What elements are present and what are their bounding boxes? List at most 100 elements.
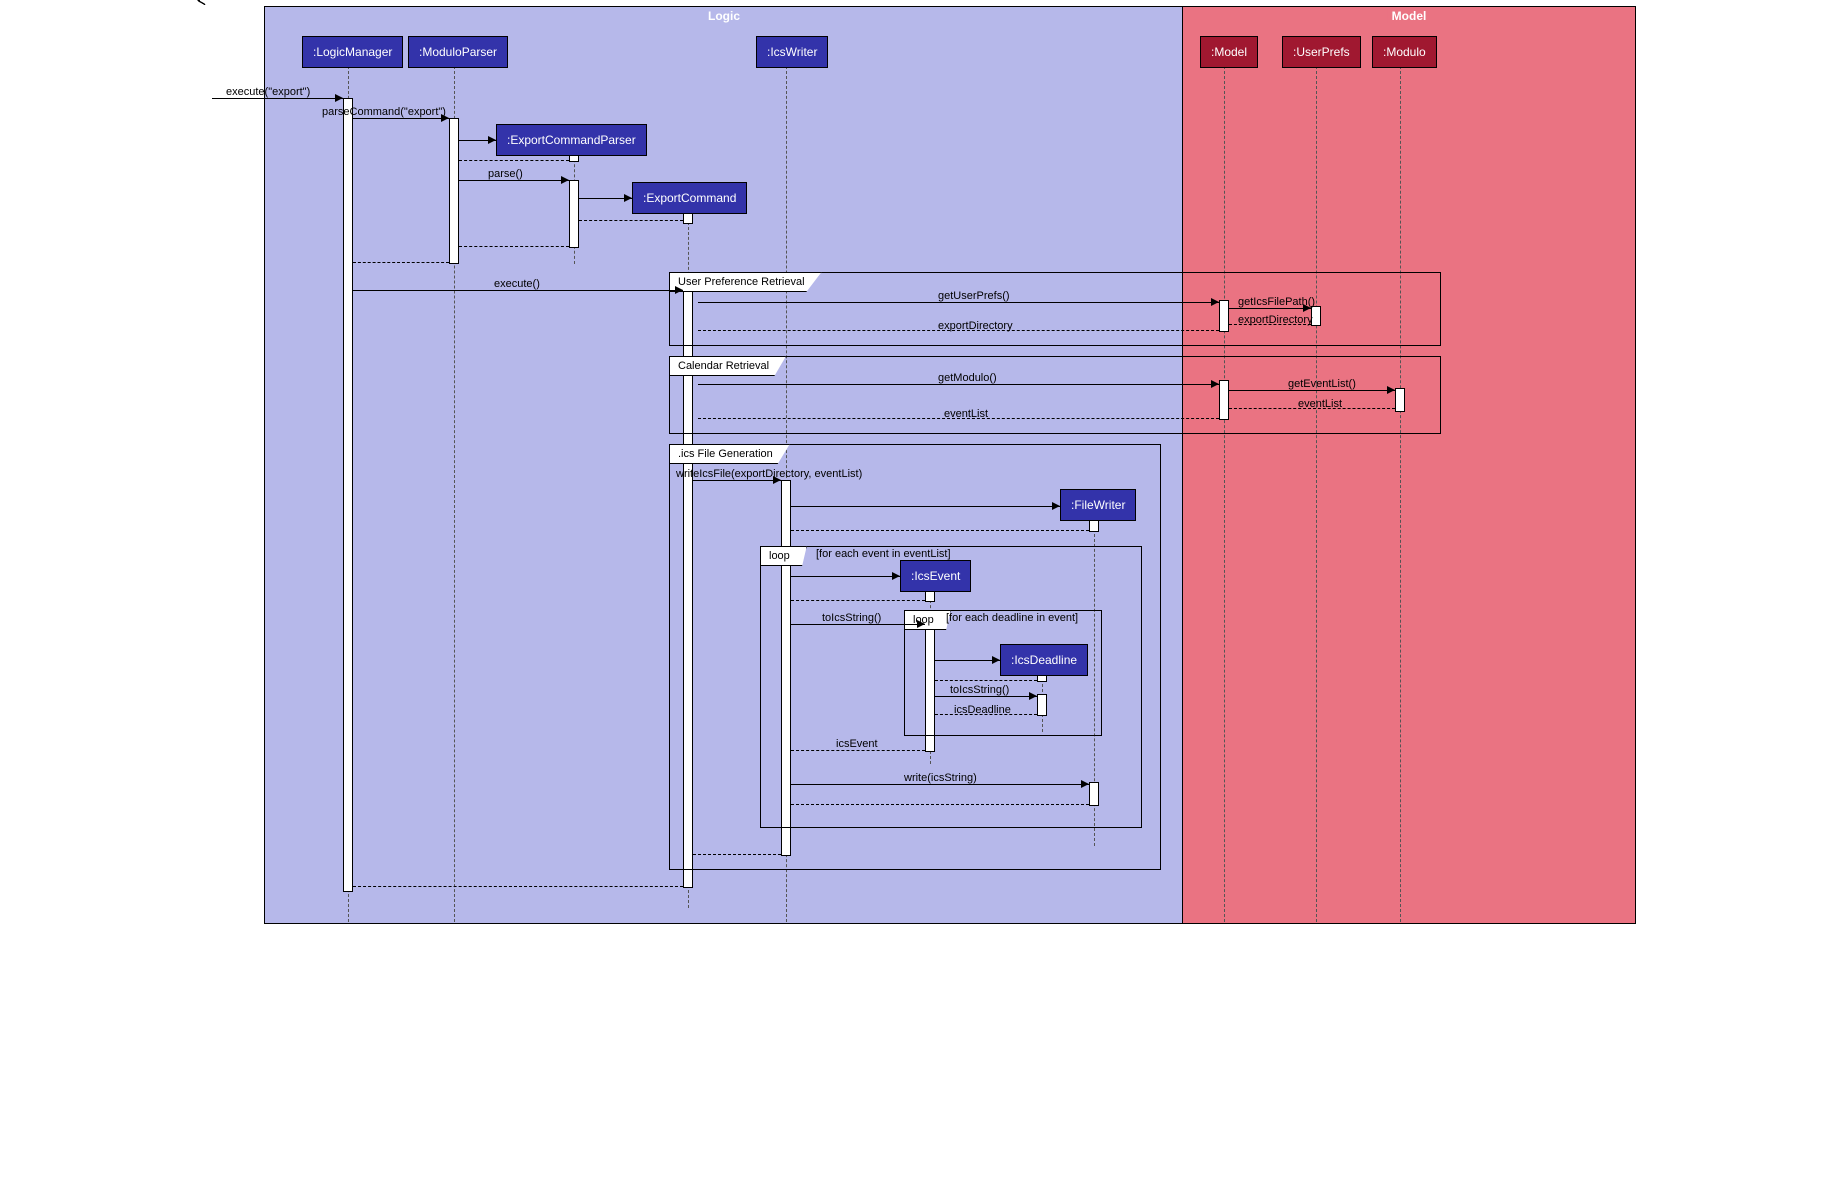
msg-ret-write — [791, 804, 1089, 805]
msg-ret-filewriter — [791, 530, 1089, 531]
frame-label-calendar-retrieval: Calendar Retrieval — [669, 356, 786, 376]
arrowhead-ret-execute — [198, 120, 206, 128]
msg-label-execute: execute() — [494, 278, 540, 290]
msg-new-icsevent — [791, 576, 900, 577]
msg-execute — [353, 290, 683, 291]
arrowhead-ret-write — [198, 104, 206, 112]
msg-execute-export — [212, 98, 343, 99]
region-model: Model — [1182, 6, 1636, 924]
participant-exportcommand: :ExportCommand — [632, 182, 747, 214]
msg-getmodulo — [698, 384, 1219, 385]
msg-ret-ec — [579, 220, 683, 221]
participant-userprefs: :UserPrefs — [1282, 36, 1361, 68]
lifeline-modulo — [1400, 66, 1401, 922]
msg-label-parse: parse() — [488, 168, 523, 180]
arrowhead-new-ecp — [488, 136, 496, 144]
msg-label-writeicsfile: writeIcsFile(exportDirectory, eventList) — [676, 468, 862, 480]
msg-ret-icsdeadline — [935, 680, 1037, 681]
msg-ret-parsecommand — [353, 262, 449, 263]
msg-ret-ecp — [459, 160, 569, 161]
msg-getuserprefs — [698, 302, 1219, 303]
msg-new-icsdeadline — [935, 660, 1000, 661]
msg-label-geteventlist: getEventList() — [1288, 378, 1356, 390]
activation-ecp-act2 — [569, 180, 579, 248]
sequence-diagram: Logic Model User Preference Retrieval Calen… — [198, 0, 1650, 931]
msg-ret-icsev — [791, 750, 925, 751]
arrowhead-ret-ec — [198, 8, 206, 16]
lifeline-userprefs — [1316, 66, 1317, 922]
arrowhead-ret-icsdeadline — [198, 80, 206, 88]
participant-icsdeadline: :IcsDeadline — [1000, 644, 1088, 676]
arrowhead-ret-writeics — [198, 112, 206, 120]
msg-label-ret-exportdir2: exportDirectory — [938, 320, 1013, 332]
msg-toicsstring1 — [791, 624, 925, 625]
msg-writeicsfile — [693, 480, 781, 481]
arrowhead-getmodulo — [1211, 380, 1219, 388]
msg-toicsstring2 — [935, 696, 1037, 697]
msg-label-parsecommand: parseCommand("export") — [322, 106, 446, 118]
arrowhead-ret-icsevent — [198, 72, 206, 80]
msg-parse — [459, 180, 569, 181]
arrowhead-ret-filewriter — [198, 64, 206, 72]
participant-model: :Model — [1200, 36, 1258, 68]
msg-label-ret-eventlist2: eventList — [944, 408, 988, 420]
arrowhead-parse — [561, 176, 569, 184]
frame-label-loop-deadlines: loop — [904, 610, 951, 630]
arrowhead-geteventlist — [1387, 386, 1395, 394]
arrowhead-new-filewriter — [1052, 502, 1060, 510]
msg-ret-writeics — [693, 854, 781, 855]
msg-write — [791, 784, 1089, 785]
msg-label-getuserprefs: getUserPrefs() — [938, 290, 1010, 302]
msg-new-filewriter — [791, 506, 1060, 507]
arrowhead-ret-parse — [198, 16, 206, 24]
frame-label-user-pref-retrieval: User Preference Retrieval — [669, 272, 822, 292]
msg-label-ret-eventlist1: eventList — [1298, 398, 1342, 410]
frame-label-ics-file-generation: .ics File Generation — [669, 444, 790, 464]
msg-label-ret-icsdl: icsDeadline — [954, 704, 1011, 716]
arrowhead-toicsstring1 — [917, 620, 925, 628]
msg-geteventlist — [1229, 390, 1395, 391]
arrowhead-getuserprefs — [1211, 298, 1219, 306]
frame-label-loop-events: loop — [760, 546, 807, 566]
participant-logicmanager: :LogicManager — [302, 36, 403, 68]
msg-label-execute-export: execute("export") — [226, 86, 310, 98]
msg-label-toicsstring1: toIcsString() — [822, 612, 881, 624]
region-title-model: Model — [1388, 9, 1431, 23]
participant-filewriter: :FileWriter — [1060, 489, 1136, 521]
arrowhead-ret-exportdir2 — [198, 40, 206, 48]
msg-label-write: write(icsString) — [904, 772, 977, 784]
msg-parsecommand — [353, 118, 449, 119]
arrowhead-ret-icsdl — [198, 88, 206, 96]
frame-guard-loop-deadlines: [for each deadline in event] — [946, 612, 1078, 624]
region-title-logic: Logic — [704, 9, 744, 23]
arrowhead-ret-parsecommand — [198, 24, 206, 32]
lifeline-model — [1224, 66, 1225, 922]
arrowhead-execute-export — [335, 94, 343, 102]
arrowhead-write — [1081, 780, 1089, 788]
msg-label-geticsfilepath: getIcsFilePath() — [1238, 296, 1315, 308]
participant-exportcommandparser: :ExportCommandParser — [496, 124, 647, 156]
frame-user-pref-retrieval: User Preference Retrieval — [669, 272, 1441, 346]
activation-moduloparser-act — [449, 118, 459, 264]
frame-guard-loop-events: [for each event in eventList] — [816, 548, 951, 560]
arrowhead-ret-eventlist2 — [198, 56, 206, 64]
msg-ret-execute — [353, 886, 683, 887]
arrowhead-toicsstring2 — [1029, 692, 1037, 700]
activation-logicmanager-act — [343, 98, 353, 892]
participant-icswriter: :IcsWriter — [756, 36, 828, 68]
arrowhead-ret-exportdir1 — [198, 32, 206, 40]
msg-ret-icsevent — [791, 600, 925, 601]
arrowhead-new-icsdeadline — [992, 656, 1000, 664]
msg-label-getmodulo: getModulo() — [938, 372, 997, 384]
msg-label-toicsstring2: toIcsString() — [950, 684, 1009, 696]
arrowhead-new-icsevent — [892, 572, 900, 580]
msg-label-ret-icsev: icsEvent — [836, 738, 878, 750]
participant-moduloparser: :ModuloParser — [408, 36, 508, 68]
msg-geticsfilepath — [1229, 308, 1311, 309]
participant-modulo: :Modulo — [1372, 36, 1437, 68]
arrowhead-new-ec — [624, 194, 632, 202]
participant-icsevent: :IcsEvent — [900, 560, 971, 592]
msg-ret-parse — [459, 246, 569, 247]
arrowhead-execute — [675, 286, 683, 294]
arrowhead-ret-eventlist1 — [198, 48, 206, 56]
